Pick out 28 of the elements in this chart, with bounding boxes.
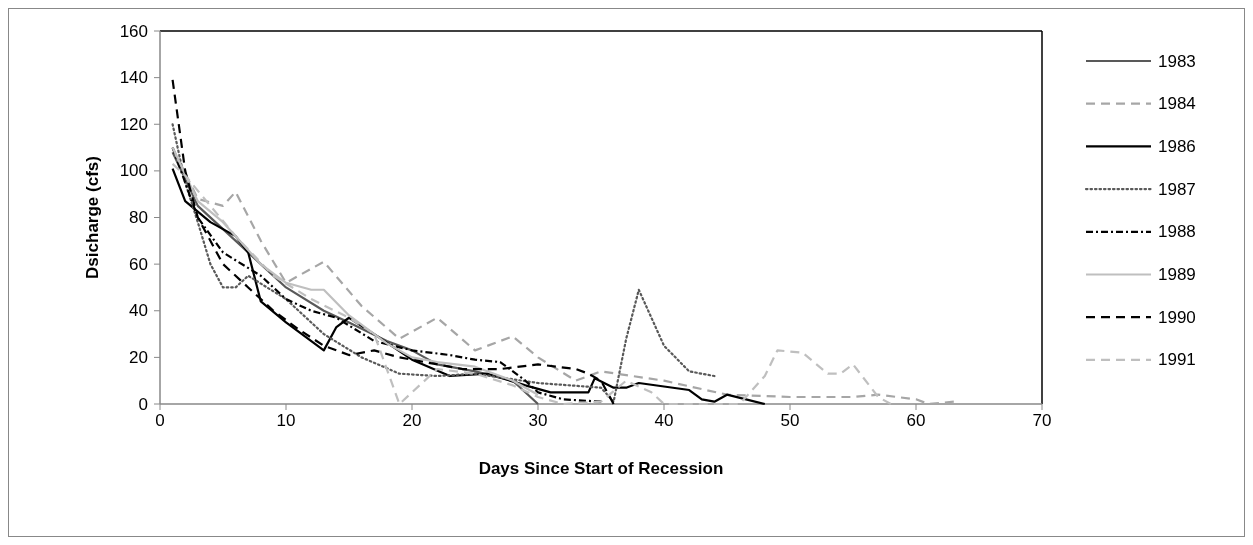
y-tick-label: 20 bbox=[129, 347, 148, 367]
legend-label: 1988 bbox=[1158, 222, 1196, 242]
legend-label: 1984 bbox=[1158, 94, 1196, 114]
x-tick-label: 40 bbox=[654, 411, 674, 430]
line-series bbox=[171, 123, 716, 403]
legend-label: 1990 bbox=[1158, 307, 1196, 327]
legend-label: 1991 bbox=[1158, 350, 1196, 370]
y-tick-label: 120 bbox=[119, 114, 148, 134]
legend-label: 1987 bbox=[1158, 179, 1196, 199]
y-tick-label: 160 bbox=[119, 21, 148, 41]
x-tick-label: 10 bbox=[276, 411, 296, 430]
y-tick-label: 140 bbox=[119, 68, 148, 88]
x-tick-label: 20 bbox=[402, 411, 422, 430]
x-tick-label: 60 bbox=[906, 411, 926, 430]
y-tick-label: 40 bbox=[129, 301, 148, 321]
x-tick-label: 0 bbox=[155, 411, 165, 430]
x-axis-title: Days Since Start of Recession bbox=[478, 459, 724, 478]
y-tick-label: 100 bbox=[119, 161, 148, 181]
legend-label: 1983 bbox=[1158, 51, 1196, 71]
y-tick-label: 60 bbox=[129, 254, 148, 274]
y-tick-label: 80 bbox=[129, 208, 148, 227]
y-axis-title: Dsicharge (cfs) bbox=[83, 156, 102, 279]
y-tick-label: 0 bbox=[138, 394, 148, 414]
x-tick-label: 50 bbox=[780, 411, 800, 430]
x-tick-label: 70 bbox=[1032, 411, 1052, 430]
legend-label: 1989 bbox=[1158, 265, 1196, 284]
x-tick-label: 30 bbox=[528, 411, 548, 430]
legend-label: 1986 bbox=[1158, 136, 1196, 156]
